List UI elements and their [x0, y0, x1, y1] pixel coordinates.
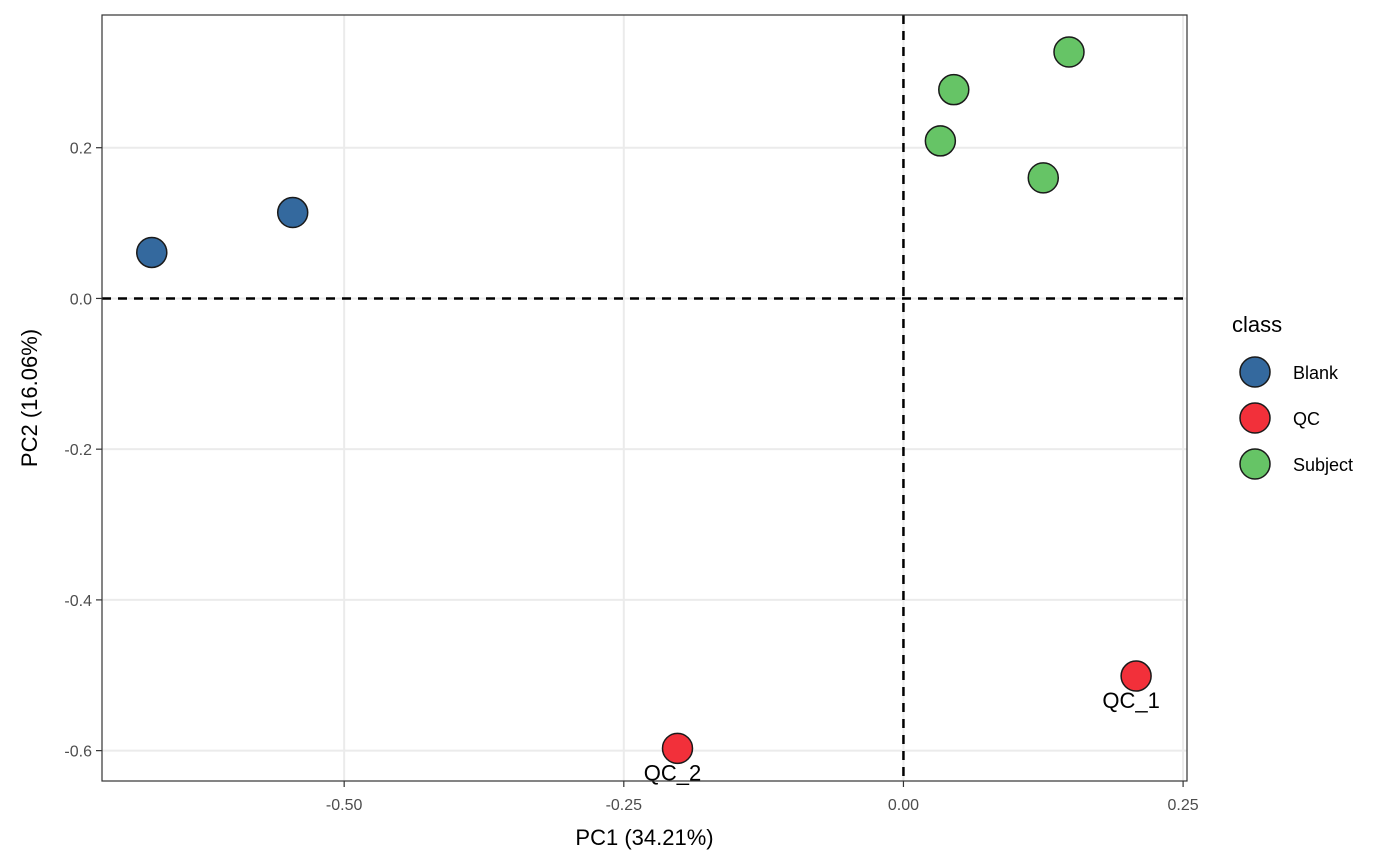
y-tick-label: -0.6	[64, 744, 92, 761]
y-axis-title: PC2 (16.06%)	[17, 329, 42, 467]
panel-background	[102, 15, 1187, 781]
x-axis: -0.50 -0.25 0.00 0.25	[326, 781, 1199, 814]
legend: class Blank QC Subject	[1232, 312, 1353, 480]
x-tick-label: 0.25	[1168, 797, 1199, 814]
point-blank	[136, 236, 168, 269]
data-points	[136, 36, 1152, 765]
legend-label: Blank	[1293, 363, 1339, 383]
x-tick-label: -0.25	[606, 797, 643, 814]
y-tick-label: -0.2	[64, 442, 92, 459]
legend-key-qc	[1239, 402, 1271, 434]
legend-key-blank	[1239, 356, 1271, 388]
point-qc	[661, 732, 694, 765]
panel-border	[101, 14, 1188, 782]
point-subject	[1027, 162, 1060, 194]
plot-panel: QC_1 QC_2	[101, 14, 1188, 785]
point-label: QC_2	[644, 760, 701, 785]
x-tick-label: -0.50	[326, 797, 363, 814]
point-subject	[924, 125, 957, 157]
point-labels: QC_1 QC_2	[644, 688, 1160, 785]
x-tick-label: 0.00	[888, 797, 919, 814]
legend-items: Blank QC Subject	[1239, 356, 1353, 480]
legend-label: Subject	[1293, 455, 1353, 475]
x-axis-title: PC1 (34.21%)	[575, 825, 713, 850]
point-subject	[1053, 36, 1085, 68]
point-label: QC_1	[1102, 688, 1159, 713]
point-subject	[938, 73, 970, 106]
legend-label: QC	[1293, 409, 1320, 429]
y-tick-label: -0.4	[64, 593, 92, 610]
y-axis: 0.2 0.0 -0.2 -0.4 -0.6	[64, 141, 102, 761]
legend-title: class	[1232, 312, 1282, 337]
point-blank	[276, 196, 309, 229]
y-tick-label: 0.0	[70, 291, 92, 308]
point-qc	[1120, 660, 1152, 692]
legend-key-subject	[1239, 448, 1271, 480]
y-tick-label: 0.2	[70, 141, 92, 158]
reference-lines	[102, 15, 1187, 781]
